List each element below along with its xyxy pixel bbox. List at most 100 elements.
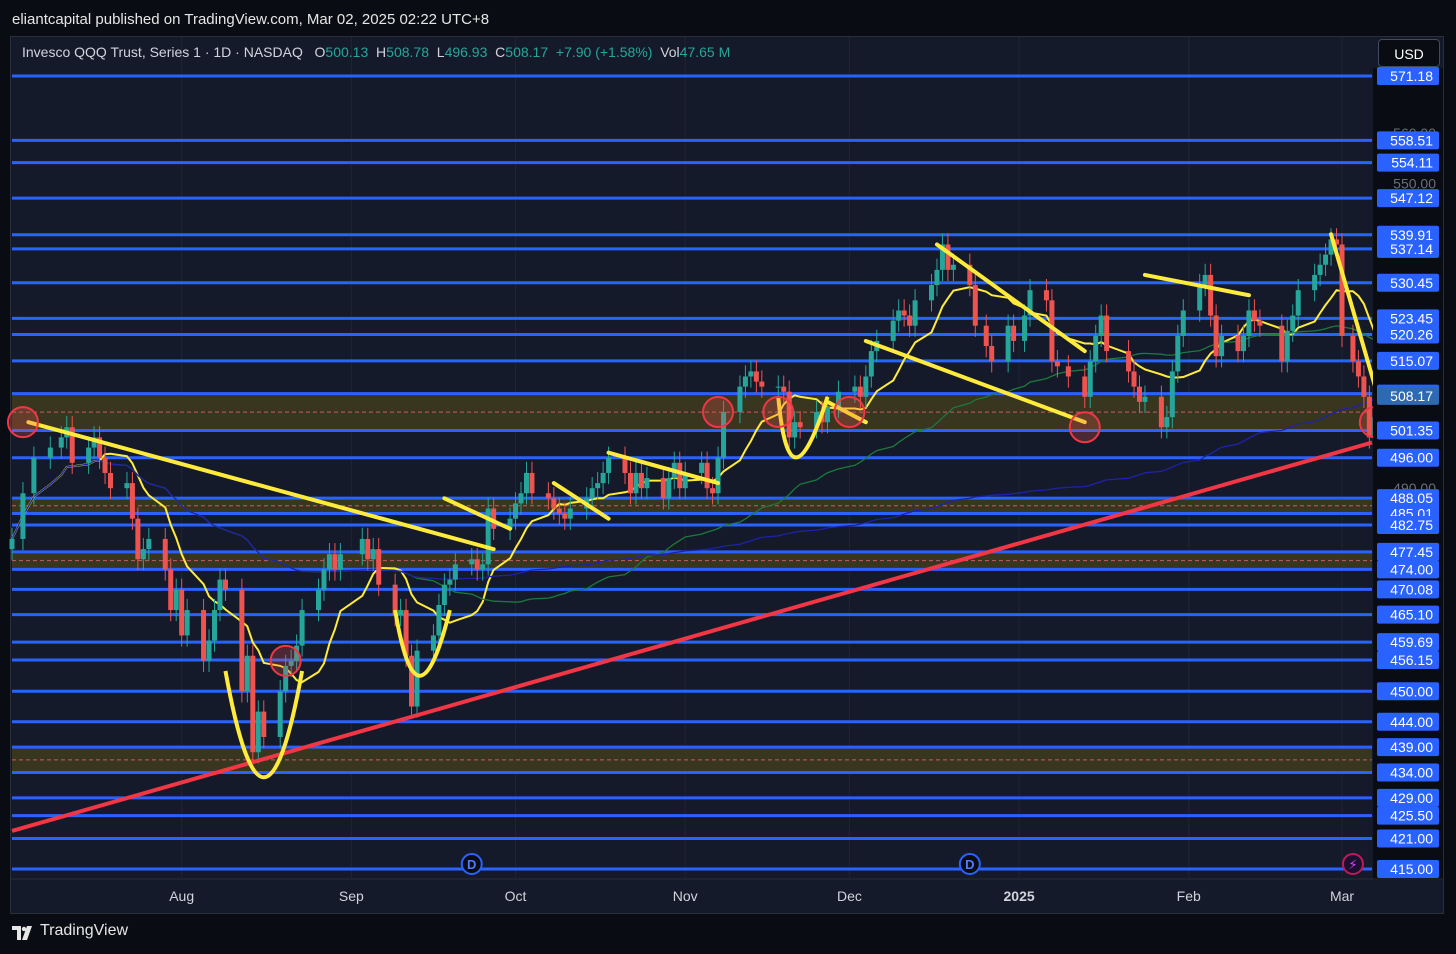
candle-body: [162, 538, 168, 570]
candle-body: [124, 483, 130, 489]
candle-body: [507, 518, 513, 529]
close-value: 508.17: [505, 44, 549, 60]
candle-body: [1202, 274, 1208, 286]
symbol-legend: Invesco QQQ Trust, Series 1 · 1D · NASDA…: [22, 44, 730, 60]
price-label-bg: [1377, 651, 1439, 670]
price-label-bg: [1377, 386, 1439, 405]
candle-body: [9, 538, 15, 550]
low-label: L: [436, 44, 445, 60]
candle-body: [595, 483, 601, 489]
price-level-label: 429.00: [1390, 790, 1433, 806]
candle-body: [907, 315, 913, 326]
open-value: 500.13: [325, 44, 369, 60]
highlight-circle: [702, 396, 735, 429]
candle-body: [206, 640, 212, 661]
candle-body: [737, 386, 743, 413]
candle-body: [1043, 290, 1049, 301]
candle-body: [1251, 310, 1257, 321]
candle-body: [863, 376, 869, 397]
price-level-label: 450.00: [1390, 683, 1433, 699]
price-label-bg: [1377, 560, 1439, 579]
candle-body: [261, 711, 267, 737]
candle-body: [239, 589, 245, 692]
price-level-label: 474.00: [1390, 561, 1433, 577]
candle-body: [1219, 335, 1225, 357]
dividend-marker-icon: [460, 853, 483, 875]
price-label-bg: [1377, 239, 1439, 258]
candle-body: [212, 610, 218, 641]
candle-body: [283, 665, 289, 692]
time-axis: Aug Sep Oct Nov Dec 2025 Feb Mar: [10, 878, 1444, 904]
candle-body: [1169, 371, 1175, 418]
pattern-line: [934, 242, 1087, 354]
candles: [9, 228, 1394, 764]
candle-body: [398, 610, 404, 616]
candle-body: [430, 635, 436, 651]
candle-body: [244, 655, 250, 692]
price-level-label: 482.75: [1390, 517, 1433, 533]
price-label-bg: [1377, 225, 1439, 244]
price-level-label: 554.11: [1391, 155, 1433, 171]
candle-body: [222, 579, 228, 590]
candle-body: [644, 478, 650, 489]
horizontal-levels: [12, 74, 1372, 871]
candle-body: [370, 549, 376, 560]
tradingview-logo-icon[interactable]: [12, 924, 32, 942]
price-label-bg: [1377, 273, 1439, 292]
candle-body: [86, 447, 92, 463]
volume-value: 47.65 M: [679, 44, 731, 60]
price-level-label: 470.08: [1390, 581, 1433, 597]
candle-body: [1334, 239, 1340, 245]
candle-body: [1175, 335, 1181, 372]
candle-body: [277, 691, 283, 737]
cup-pattern: [223, 670, 305, 780]
candle-body: [1131, 371, 1137, 387]
candle-body: [638, 472, 644, 489]
price-axis: 560.00550.00490.00439.00571.18558.51554.…: [1373, 67, 1443, 880]
candle-body: [1361, 376, 1367, 397]
price-label-bg: [1377, 806, 1439, 825]
pattern-line: [551, 481, 611, 521]
candle-body: [753, 371, 759, 382]
currency-button[interactable]: USD: [1378, 39, 1440, 67]
highlight-circle: [6, 406, 39, 439]
price-label-muted: 550.00: [1393, 176, 1436, 192]
candle-body: [294, 645, 300, 661]
trendline: [11, 440, 1373, 833]
candle-body: [529, 472, 535, 494]
price-label-bg: [1377, 448, 1439, 467]
high-label: H: [376, 44, 387, 60]
candle-body: [97, 437, 103, 458]
candle-body: [1295, 290, 1301, 316]
candle-body: [184, 610, 190, 636]
candle-body: [633, 472, 639, 494]
candle-body: [1126, 351, 1132, 372]
candle-body: [168, 569, 174, 611]
candle-body: [108, 472, 114, 489]
pattern-line: [825, 399, 868, 425]
candle-body: [1093, 335, 1099, 362]
candle-body: [1164, 417, 1170, 428]
drawings: [6, 232, 1394, 833]
candle-body: [551, 498, 557, 509]
candle-body: [710, 488, 716, 494]
earnings-marker-icon: [1341, 853, 1364, 875]
candle-body: [1082, 376, 1088, 397]
dividend-label: D: [467, 857, 476, 872]
tradingview-brand[interactable]: TradingView: [40, 922, 129, 939]
candle-body: [1142, 396, 1148, 402]
cup-pattern: [393, 609, 452, 678]
time-tick-label: Mar: [1330, 888, 1354, 904]
candle-body: [1312, 274, 1318, 291]
zones: [12, 392, 1372, 774]
price-label-bg: [1377, 542, 1439, 561]
price-label-bg: [1377, 421, 1439, 440]
candle-body: [513, 503, 519, 519]
current-price-label: 508.17: [1390, 388, 1433, 404]
candle-body: [704, 462, 710, 489]
candle-body: [1246, 310, 1252, 336]
candle-body: [321, 569, 327, 590]
close-label: C: [495, 44, 506, 60]
candle-body: [1257, 320, 1263, 326]
